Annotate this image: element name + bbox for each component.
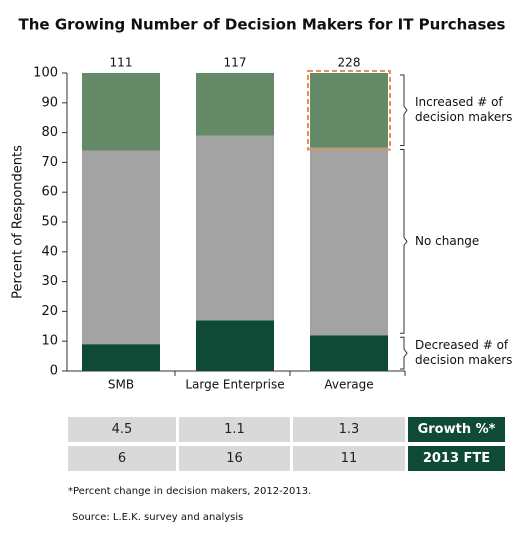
- table-row-header: Growth %*: [408, 417, 505, 442]
- bracket: [400, 149, 408, 334]
- y-tick-label: 60: [41, 185, 58, 200]
- series-label: Decreased # of decision makers: [415, 338, 513, 368]
- y-tick-label: 20: [41, 304, 58, 319]
- bar-segment: [310, 147, 388, 336]
- y-tick-label: 70: [41, 155, 58, 170]
- bar-segment: [82, 150, 160, 345]
- bar-segment: [196, 320, 274, 371]
- chart-title: The Growing Number of Decision Makers fo…: [19, 16, 506, 34]
- bar-segment: [82, 344, 160, 371]
- total-label: 111: [110, 56, 133, 70]
- y-tick-label: 80: [41, 125, 58, 140]
- table-cell: 11: [293, 446, 405, 471]
- y-tick-label: 30: [41, 274, 58, 289]
- y-axis-label: Percent of Respondents: [11, 145, 26, 299]
- y-tick-label: 10: [41, 334, 58, 349]
- y-tick-label: 40: [41, 244, 58, 259]
- bracket: [400, 336, 408, 370]
- total-label: 117: [224, 56, 247, 70]
- bar-segment: [196, 135, 274, 321]
- bar-segment: [196, 73, 274, 136]
- footnote: *Percent change in decision makers, 2012…: [68, 486, 312, 497]
- y-tick-label: 0: [50, 364, 58, 379]
- total-label: 228: [338, 56, 361, 70]
- table-row-header: 2013 FTE: [408, 446, 505, 471]
- bar-segment: [310, 335, 388, 371]
- y-tick-label: 100: [33, 66, 58, 81]
- series-label: Increased # of decision makers: [415, 95, 513, 125]
- y-tick-label: 50: [41, 215, 58, 230]
- table-cell: 1.1: [179, 417, 290, 442]
- table-cell: 6: [68, 446, 176, 471]
- y-tick-label: 90: [41, 95, 58, 110]
- x-tick-label: Average: [324, 378, 373, 392]
- source: Source: L.E.K. survey and analysis: [72, 512, 244, 523]
- bar-segment: [82, 73, 160, 151]
- x-tick-label: SMB: [108, 378, 134, 392]
- bar-segment: [310, 73, 388, 148]
- highlight-box: [307, 70, 391, 151]
- x-tick-label: Large Enterprise: [185, 378, 284, 392]
- series-label: No change: [415, 233, 480, 248]
- table-cell: 16: [179, 446, 290, 471]
- table-cell: 4.5: [68, 417, 176, 442]
- table-cell: 1.3: [293, 417, 405, 442]
- bracket: [400, 74, 408, 146]
